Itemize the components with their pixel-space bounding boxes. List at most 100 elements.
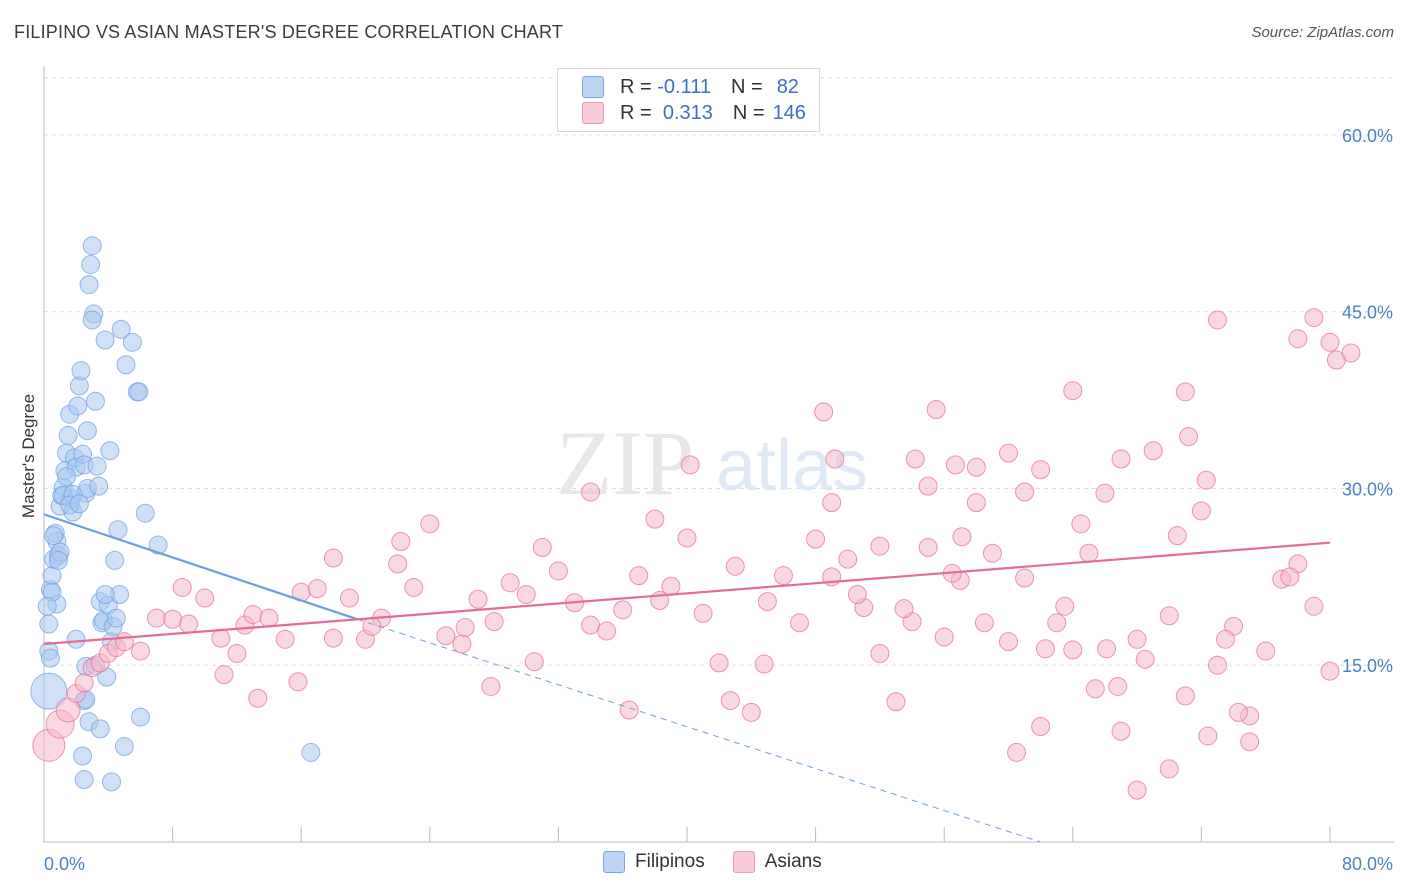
point-asians bbox=[1071, 514, 1091, 534]
watermark: ZIP atlas bbox=[556, 412, 868, 514]
point-asians bbox=[1228, 702, 1248, 722]
point-asians bbox=[248, 688, 268, 708]
point-asians bbox=[163, 609, 183, 629]
point-asians bbox=[1111, 449, 1131, 469]
point-filipinos bbox=[130, 707, 150, 727]
point-asians bbox=[966, 457, 986, 477]
bottom-legend-asians: Asians bbox=[732, 851, 822, 873]
point-filipinos bbox=[71, 361, 91, 381]
point-asians bbox=[629, 566, 649, 586]
y-tick-label: 60.0% bbox=[1342, 126, 1393, 146]
point-asians bbox=[1097, 639, 1117, 659]
point-asians bbox=[195, 588, 215, 608]
point-asians bbox=[847, 585, 867, 605]
point-filipinos bbox=[90, 719, 110, 739]
point-asians bbox=[484, 612, 504, 632]
point-filipinos bbox=[68, 396, 88, 416]
point-asians bbox=[645, 509, 665, 529]
point-filipinos bbox=[81, 255, 101, 275]
point-filipinos bbox=[40, 648, 60, 668]
bottom-legend-filipinos: Filipinos bbox=[603, 851, 705, 873]
point-asians bbox=[1015, 482, 1035, 502]
point-asians bbox=[468, 589, 488, 609]
point-asians bbox=[362, 616, 382, 636]
trend-line-filipinos bbox=[43, 513, 358, 621]
legend-row-filipinos: R = -0.111 N = 82 bbox=[582, 75, 799, 99]
point-filipinos bbox=[129, 382, 149, 402]
series-filipinos-points bbox=[30, 236, 321, 792]
point-asians bbox=[934, 627, 954, 647]
point-filipinos bbox=[87, 456, 107, 476]
point-asians bbox=[114, 632, 134, 652]
point-filipinos bbox=[74, 770, 94, 790]
point-asians bbox=[339, 588, 359, 608]
bottom-legend-label-filipinos: Filipinos bbox=[635, 851, 705, 872]
point-asians bbox=[754, 654, 774, 674]
point-filipinos bbox=[66, 629, 86, 649]
point-asians bbox=[613, 600, 633, 620]
point-filipinos bbox=[82, 310, 102, 330]
point-asians bbox=[814, 402, 834, 422]
point-asians bbox=[1175, 686, 1195, 706]
chart-title: FILIPINO VS ASIAN MASTER'S DEGREE CORREL… bbox=[14, 22, 564, 42]
y-tick-label: 45.0% bbox=[1342, 303, 1393, 323]
point-asians bbox=[1095, 483, 1115, 503]
point-asians bbox=[581, 615, 601, 635]
watermark-atlas: atlas bbox=[716, 426, 868, 506]
legend-r-value: -0.111 bbox=[657, 75, 711, 98]
point-filipinos bbox=[44, 526, 64, 546]
bottom-legend-swatch-filipinos bbox=[603, 851, 625, 873]
point-asians bbox=[243, 605, 263, 625]
legend-n-value: 82 bbox=[776, 75, 799, 98]
legend-swatch-filipinos bbox=[582, 76, 604, 98]
point-asians bbox=[1063, 381, 1083, 401]
point-asians bbox=[1031, 460, 1051, 480]
trend-extension-filipinos bbox=[357, 618, 1041, 843]
point-filipinos bbox=[105, 550, 125, 570]
series-asians-points bbox=[32, 308, 1361, 800]
y-tick-label: 30.0% bbox=[1342, 479, 1393, 499]
legend-row-asians: R = 0.313 N = 146 bbox=[582, 101, 806, 125]
point-asians bbox=[1196, 470, 1216, 490]
legend: R = -0.111 N = 82 R = 0.313 N = 146 bbox=[557, 68, 820, 132]
point-asians bbox=[1288, 329, 1308, 349]
grid bbox=[44, 77, 1394, 666]
point-asians bbox=[275, 629, 295, 649]
point-asians bbox=[725, 556, 745, 576]
point-filipinos bbox=[57, 467, 77, 487]
point-filipinos bbox=[82, 236, 102, 256]
legend-n-label: N = bbox=[732, 101, 765, 124]
point-asians bbox=[214, 665, 234, 685]
point-asians bbox=[597, 621, 617, 641]
point-asians bbox=[1085, 679, 1105, 699]
point-asians bbox=[481, 676, 501, 696]
point-asians bbox=[1207, 310, 1227, 330]
point-asians bbox=[822, 493, 842, 513]
point-asians bbox=[1198, 726, 1218, 746]
point-asians bbox=[1207, 655, 1227, 675]
point-asians bbox=[1108, 676, 1128, 696]
point-asians bbox=[1047, 613, 1067, 633]
point-asians bbox=[918, 476, 938, 496]
point-asians bbox=[74, 673, 94, 693]
y-tick-label: 15.0% bbox=[1342, 656, 1393, 676]
point-asians bbox=[693, 603, 713, 623]
point-filipinos bbox=[73, 746, 93, 766]
point-asians bbox=[894, 599, 914, 619]
point-filipinos bbox=[114, 737, 134, 757]
point-asians bbox=[1167, 526, 1187, 546]
point-asians bbox=[259, 608, 279, 628]
point-filipinos bbox=[77, 421, 97, 441]
point-asians bbox=[1179, 427, 1199, 447]
point-filipinos bbox=[148, 535, 168, 555]
point-filipinos bbox=[100, 441, 120, 461]
point-asians bbox=[1191, 501, 1211, 521]
point-asians bbox=[1159, 759, 1179, 779]
point-filipinos bbox=[58, 425, 78, 445]
point-filipinos bbox=[95, 585, 115, 605]
legend-r-label: R = bbox=[620, 101, 652, 124]
point-asians bbox=[581, 482, 601, 502]
point-asians bbox=[388, 554, 408, 574]
point-filipinos bbox=[39, 614, 59, 634]
